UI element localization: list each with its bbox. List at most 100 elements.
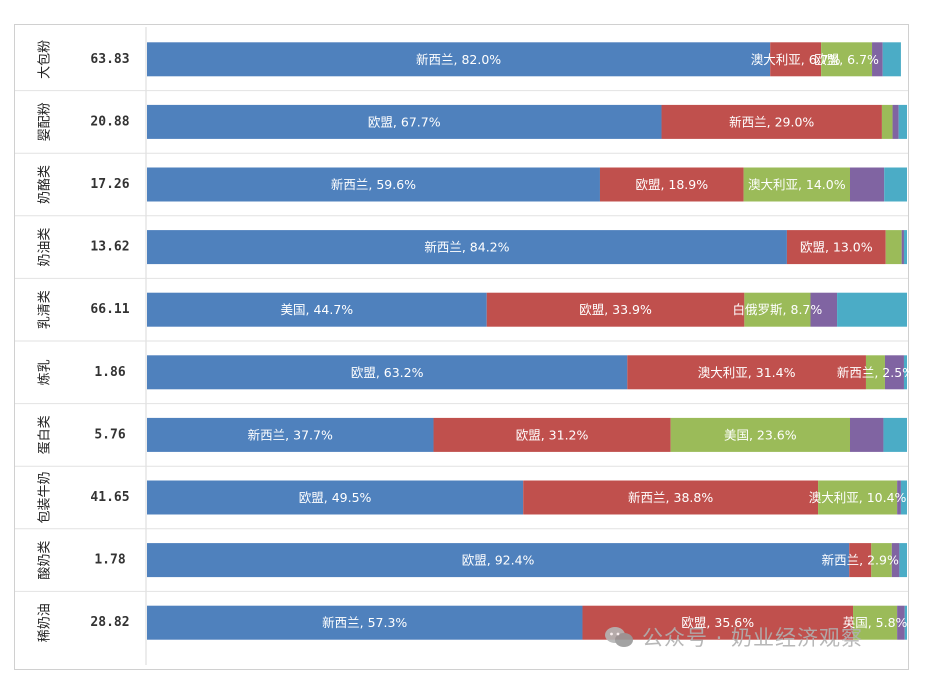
bar-segment xyxy=(147,480,524,515)
bar-segment xyxy=(901,230,904,265)
category-label: 婴配粉 xyxy=(38,102,53,141)
data-label: 欧盟, 6.7% xyxy=(814,52,879,67)
data-label: 新西兰, 82.0% xyxy=(416,52,501,67)
bar-segment xyxy=(433,417,671,452)
data-label: 美国, 23.6% xyxy=(724,427,797,442)
bar-segment xyxy=(147,543,850,578)
bar-segment xyxy=(147,167,600,202)
bar-segment xyxy=(850,417,884,452)
bar-segment xyxy=(670,417,850,452)
total-label: 66.11 xyxy=(90,302,129,317)
category-label: 乳清类 xyxy=(38,290,53,329)
data-label: 澳大利亚, 31.4% xyxy=(698,365,796,380)
bar-segment xyxy=(899,543,907,578)
data-label: 欧盟, 13.0% xyxy=(800,240,873,255)
total-label: 28.82 xyxy=(90,615,129,630)
data-label: 新西兰, 37.7% xyxy=(248,427,333,442)
bar-segment xyxy=(897,605,905,640)
bar-segment xyxy=(865,355,885,390)
bar-segment xyxy=(147,292,487,327)
bar-segment xyxy=(892,104,899,139)
bar-segment xyxy=(871,543,892,578)
watermark-text: 公众号 · 奶业经济观察 xyxy=(642,626,864,650)
data-label: 英国, 5.8% xyxy=(843,615,908,630)
data-label: 欧盟, 18.9% xyxy=(635,177,708,192)
bar-segment xyxy=(884,167,907,202)
data-label: 欧盟, 35.6% xyxy=(681,615,754,630)
bar-segment xyxy=(147,230,787,265)
data-label: 欧盟, 33.9% xyxy=(579,302,652,317)
bar-segment xyxy=(147,104,662,139)
bar-segment xyxy=(849,543,872,578)
data-label: 澳大利亚, 10.4% xyxy=(809,490,907,505)
bar-segment xyxy=(818,480,898,515)
bar-segment xyxy=(147,42,771,77)
bar-segment xyxy=(770,42,822,77)
bar-segment xyxy=(900,480,907,515)
watermark: 公众号 · 奶业经济观察 xyxy=(604,621,863,653)
data-label: 新西兰, 57.3% xyxy=(322,615,407,630)
category-label: 稀奶油 xyxy=(38,603,53,642)
data-label: 白俄罗斯, 8.7% xyxy=(733,302,823,317)
bar-segment xyxy=(884,355,904,390)
data-label: 新西兰, 29.0% xyxy=(729,114,814,129)
data-label: 新西兰, 2.9% xyxy=(822,553,899,568)
bar-segment xyxy=(147,355,628,390)
bar-segment xyxy=(903,355,907,390)
category-label: 包装牛奶 xyxy=(38,471,53,523)
bar-segment xyxy=(882,42,901,77)
bar-segment xyxy=(837,292,907,327)
bar-segment xyxy=(891,543,900,578)
category-label: 蛋白类 xyxy=(37,415,53,454)
category-label: 炼乳 xyxy=(38,359,53,385)
bar-segment xyxy=(147,417,434,452)
bar-segment xyxy=(883,417,907,452)
data-label: 新西兰, 38.8% xyxy=(628,490,713,505)
bar-segment xyxy=(786,230,886,265)
bar-segment xyxy=(821,42,873,77)
data-label: 新西兰, 59.6% xyxy=(331,177,416,192)
chart-frame: 大包粉 63.83 新西兰, 82.0% 澳大利亚, 6.7% 欧盟, 6.7% 婴配粉 2… xyxy=(14,24,910,670)
bar-segment xyxy=(486,292,745,327)
bar-segment xyxy=(872,42,883,77)
wechat-icon xyxy=(605,627,633,647)
bar-segment xyxy=(599,167,744,202)
data-label: 澳大利亚, 6.7% xyxy=(751,52,841,67)
bar-segment xyxy=(810,292,838,327)
total-label: 1.86 xyxy=(94,365,125,380)
data-label: 欧盟, 92.4% xyxy=(462,553,535,568)
bar-segment xyxy=(885,230,902,265)
data-label: 澳大利亚, 14.0% xyxy=(748,177,846,192)
total-label: 20.88 xyxy=(90,114,129,129)
bar-segment xyxy=(627,355,866,390)
bar-segment xyxy=(853,605,898,640)
bar-segment xyxy=(903,230,907,265)
data-label: 新西兰, 2.5% xyxy=(837,365,910,380)
bar-segment xyxy=(523,480,819,515)
total-label: 63.83 xyxy=(90,52,129,67)
bar-segment xyxy=(897,480,901,515)
data-label: 美国, 44.7% xyxy=(281,302,354,317)
bar-segment xyxy=(147,605,583,640)
total-label: 5.76 xyxy=(94,427,125,442)
data-label: 欧盟, 63.2% xyxy=(351,365,424,380)
bar-segment xyxy=(661,104,882,139)
stacked-bar-chart: 大包粉 63.83 新西兰, 82.0% 澳大利亚, 6.7%欧盟, 6.7% 婴配粉 2… xyxy=(15,27,910,665)
bar-segment xyxy=(744,292,811,327)
total-label: 17.26 xyxy=(90,177,129,192)
category-label: 奶酪类 xyxy=(37,165,53,204)
data-label: 欧盟, 49.5% xyxy=(299,490,372,505)
data-label: 欧盟, 31.2% xyxy=(516,427,589,442)
data-label: 新西兰, 84.2% xyxy=(424,240,509,255)
data-label: 欧盟, 67.7% xyxy=(368,114,441,129)
category-label: 奶油类 xyxy=(38,228,53,267)
bar-segment xyxy=(850,167,885,202)
bar-segment xyxy=(898,104,907,139)
bar-segment xyxy=(743,167,850,202)
total-label: 13.62 xyxy=(90,240,129,255)
total-label: 1.78 xyxy=(94,553,125,568)
bar-segment xyxy=(904,605,907,640)
category-label: 酸奶类 xyxy=(38,541,53,580)
bar-segment xyxy=(881,104,893,139)
total-label: 41.65 xyxy=(90,490,129,505)
